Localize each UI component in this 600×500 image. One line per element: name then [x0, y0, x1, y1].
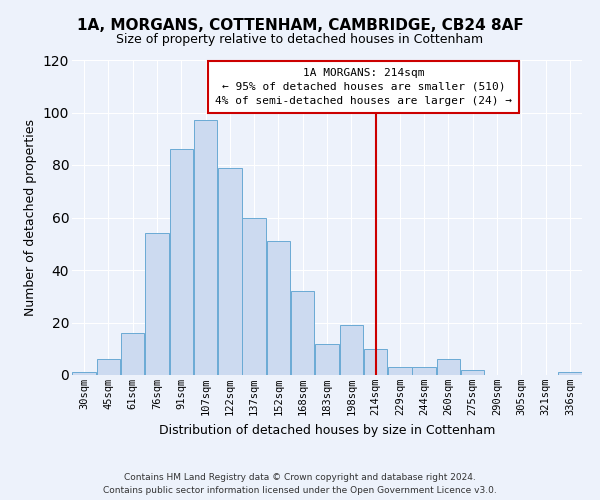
Y-axis label: Number of detached properties: Number of detached properties: [24, 119, 37, 316]
Bar: [412, 367, 436, 375]
Bar: [218, 168, 242, 375]
Bar: [266, 241, 290, 375]
Bar: [437, 359, 460, 375]
Bar: [97, 359, 120, 375]
Bar: [388, 367, 412, 375]
Text: Size of property relative to detached houses in Cottenham: Size of property relative to detached ho…: [116, 32, 484, 46]
Text: 1A MORGANS: 214sqm
← 95% of detached houses are smaller (510)
4% of semi-detache: 1A MORGANS: 214sqm ← 95% of detached hou…: [215, 68, 512, 106]
Bar: [558, 372, 581, 375]
X-axis label: Distribution of detached houses by size in Cottenham: Distribution of detached houses by size …: [159, 424, 495, 436]
Bar: [145, 233, 169, 375]
Text: 1A, MORGANS, COTTENHAM, CAMBRIDGE, CB24 8AF: 1A, MORGANS, COTTENHAM, CAMBRIDGE, CB24 …: [77, 18, 523, 32]
Bar: [340, 325, 363, 375]
Bar: [73, 372, 96, 375]
Text: Contains HM Land Registry data © Crown copyright and database right 2024.
Contai: Contains HM Land Registry data © Crown c…: [103, 473, 497, 495]
Bar: [291, 291, 314, 375]
Bar: [121, 333, 145, 375]
Bar: [194, 120, 217, 375]
Bar: [315, 344, 339, 375]
Bar: [461, 370, 484, 375]
Bar: [364, 349, 388, 375]
Bar: [170, 149, 193, 375]
Bar: [242, 218, 266, 375]
